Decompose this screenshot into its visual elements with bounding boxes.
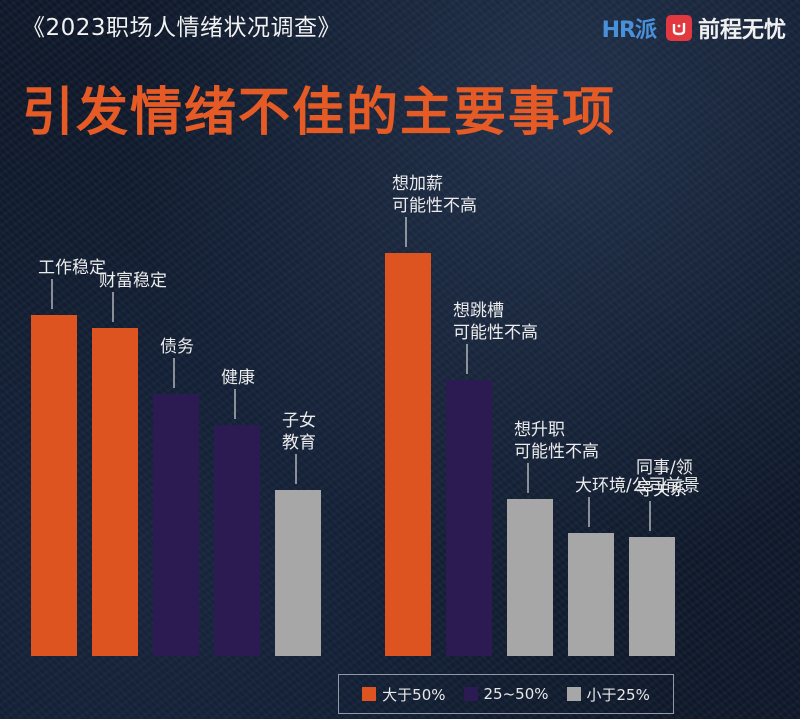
bar [92, 328, 138, 656]
legend-label-low: 小于25% [586, 685, 650, 704]
legend-swatch-high [362, 687, 377, 701]
bar [629, 537, 675, 656]
bar-label: 大环境/公司前景 [575, 476, 700, 496]
qiancheng-logo: 前程无忧 [665, 12, 786, 44]
bar-label: 财富稳定 [99, 271, 167, 291]
legend-swatch-low [566, 687, 581, 701]
main-title: 引发情绪不佳的主要事项 [22, 83, 617, 143]
legend-label-mid: 25~50% [483, 685, 549, 703]
bar-label: 健康 [221, 368, 255, 388]
report-title: 《2023职场人情绪状况调查》 [22, 15, 342, 41]
qiancheng-logo-icon [665, 15, 692, 41]
bar-label: 同事/领导关系 [636, 458, 693, 500]
bar [275, 490, 321, 656]
bar-label: 债务 [160, 337, 194, 357]
legend: 大于50% 25~50% 小于25% [338, 674, 674, 714]
bar [153, 394, 199, 656]
bar-label: 想升职可能性不高 [514, 420, 599, 462]
bar [214, 425, 260, 656]
bar [31, 315, 77, 656]
bar [507, 499, 553, 656]
bar-label: 想跳槽可能性不高 [453, 301, 538, 343]
legend-item-high: 大于50% [362, 684, 446, 705]
bar-label: 想加薪可能性不高 [392, 174, 477, 216]
logo-group: HR派 前程无忧 [602, 12, 786, 44]
bar-label: 子女教育 [282, 411, 316, 453]
bar [385, 253, 431, 656]
legend-item-low: 小于25% [566, 684, 650, 705]
bar-label: 工作稳定 [38, 258, 106, 278]
qiancheng-logo-text: 前程无忧 [697, 18, 786, 43]
bar [568, 533, 614, 656]
legend-label-high: 大于50% [382, 685, 446, 704]
bar [446, 380, 492, 656]
legend-swatch-mid [463, 687, 478, 701]
hr-pai-logo: HR派 [601, 18, 657, 43]
legend-item-mid: 25~50% [463, 685, 549, 703]
